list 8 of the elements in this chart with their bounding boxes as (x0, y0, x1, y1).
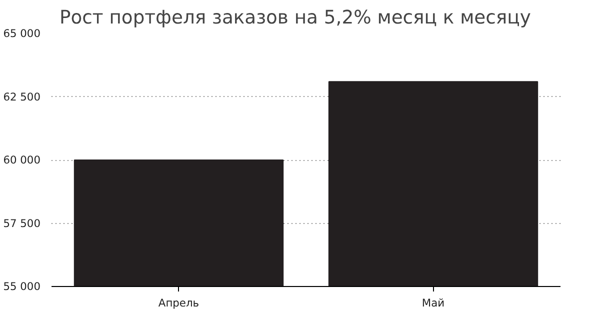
y-tick-label: 62 500 (3, 90, 41, 104)
y-tick-label: 65 000 (3, 27, 41, 40)
y-tick-label: 57 500 (3, 216, 41, 230)
x-tick-label: Май (422, 296, 445, 310)
x-tick-label: Апрель (158, 296, 200, 310)
chart-title: Рост портфеля заказов на 5,2% месяц к месяцу (60, 8, 531, 28)
y-tick-label: 55 000 (3, 280, 41, 293)
y-tick-label: 60 000 (3, 154, 41, 166)
